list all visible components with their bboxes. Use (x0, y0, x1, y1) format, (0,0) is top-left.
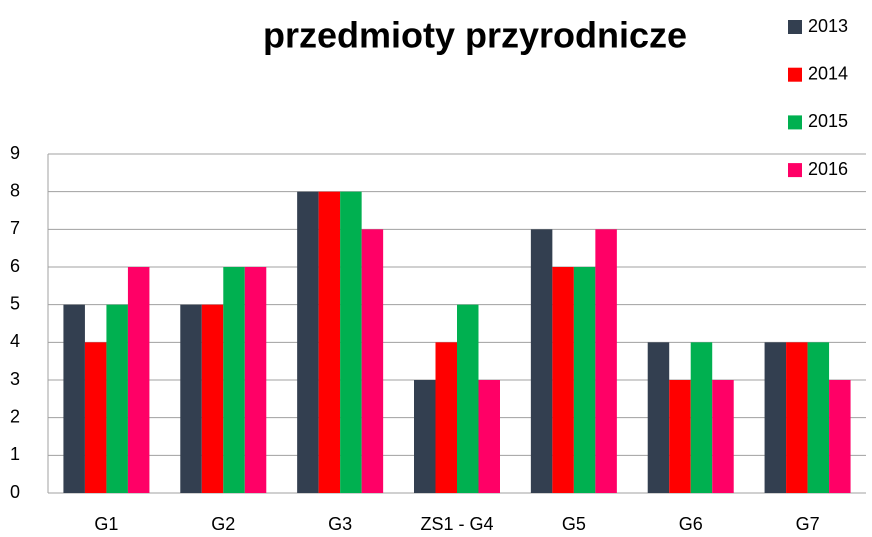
bar (552, 267, 574, 493)
bar (712, 380, 734, 493)
bar (318, 191, 341, 493)
x-tick-label: G1 (94, 514, 118, 534)
bar (106, 304, 128, 493)
y-tick-label: 6 (10, 256, 20, 276)
bar (530, 229, 553, 494)
x-tick-label: ZS1 - G4 (420, 514, 493, 534)
legend-swatch (788, 20, 802, 34)
bar (63, 304, 85, 493)
y-tick-label: 9 (10, 143, 20, 163)
bar (829, 380, 851, 493)
legend-swatch (788, 163, 802, 178)
legend-label: 2015 (808, 111, 848, 131)
y-tick-label: 1 (10, 444, 20, 464)
chart-title: przedmioty przyrodnicze (263, 15, 687, 56)
bar (340, 191, 362, 493)
bar (786, 342, 808, 493)
bar (764, 342, 787, 493)
bar (244, 267, 267, 493)
y-tick-label: 2 (10, 406, 20, 426)
bar (127, 267, 150, 493)
bar (223, 267, 245, 493)
bar (84, 342, 107, 493)
bar (457, 304, 479, 493)
y-tick-label: 8 (10, 180, 20, 200)
bar (647, 342, 670, 493)
bar (361, 229, 384, 494)
legend-label: 2016 (808, 159, 848, 179)
x-tick-label: G5 (562, 514, 586, 534)
bar (595, 229, 617, 494)
bar (669, 380, 691, 493)
bar (807, 342, 830, 493)
y-tick-label: 3 (10, 369, 20, 389)
y-tick-label: 4 (10, 331, 20, 351)
x-tick-label: G7 (796, 514, 820, 534)
bar (180, 304, 202, 493)
bar (201, 304, 224, 493)
y-tick-label: 0 (10, 482, 20, 502)
legend-label: 2014 (808, 63, 848, 83)
bar (478, 380, 500, 493)
x-tick-label: G3 (328, 514, 352, 534)
legend-label: 2013 (808, 16, 848, 36)
bar (435, 342, 457, 493)
bar (297, 191, 319, 493)
y-tick-label: 7 (10, 218, 20, 238)
legend-swatch (788, 67, 802, 82)
legend-swatch (788, 115, 802, 130)
x-tick-label: G6 (679, 514, 703, 534)
bar (414, 380, 436, 493)
x-tick-label: G2 (211, 514, 235, 534)
bar (690, 342, 713, 493)
bar (573, 267, 596, 493)
y-tick-label: 5 (10, 293, 20, 313)
